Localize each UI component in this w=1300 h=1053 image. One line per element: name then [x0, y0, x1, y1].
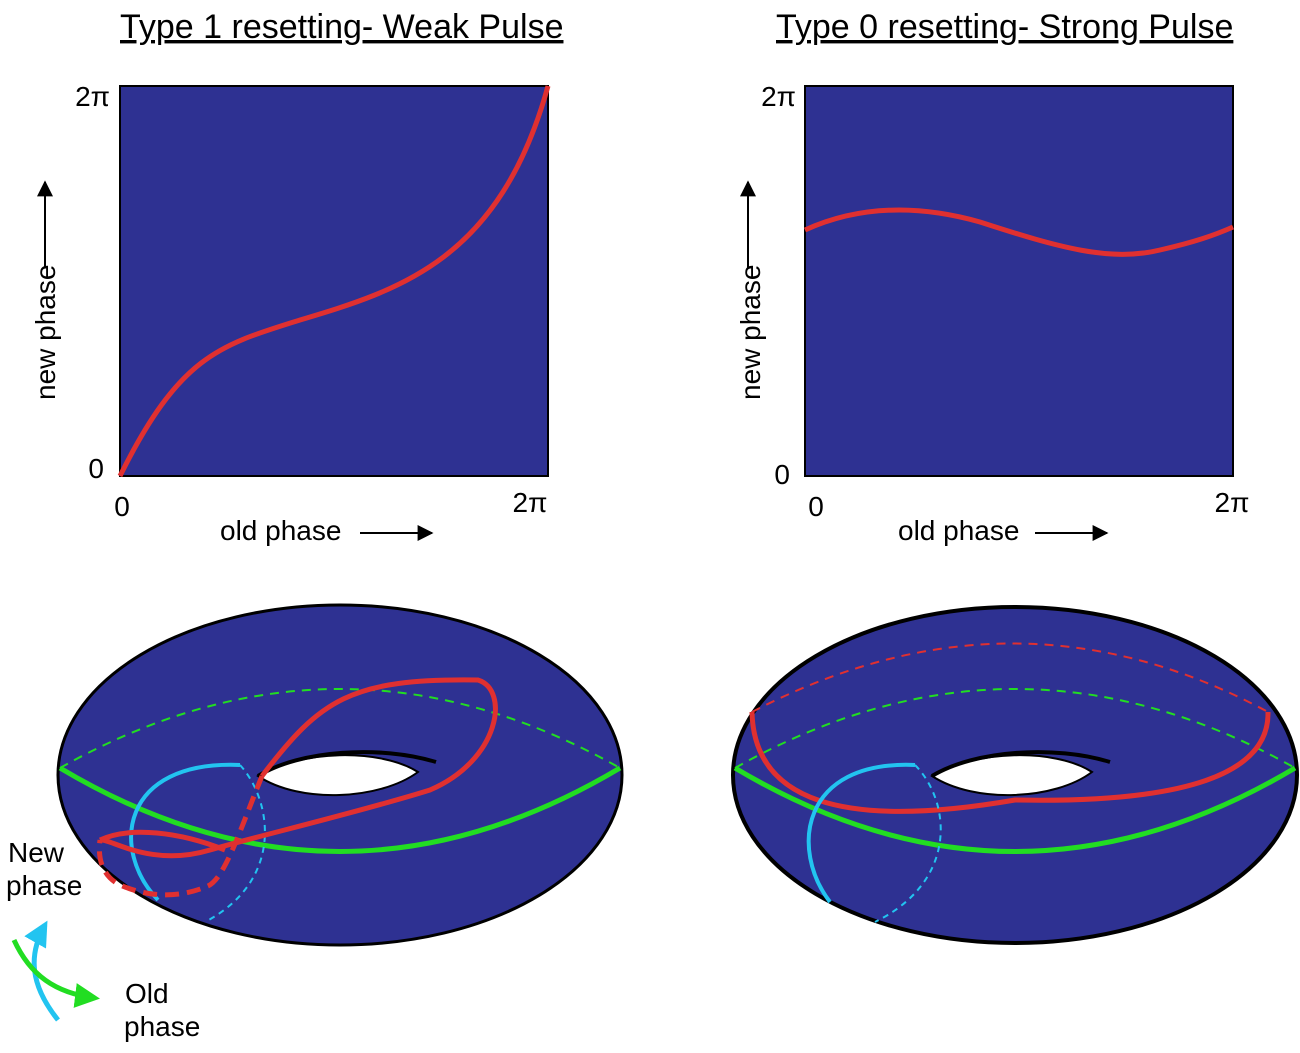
left-trajectory-back	[96, 775, 265, 898]
right-plot-area	[804, 85, 1234, 477]
right-x-tick-max: 2π	[1215, 487, 1250, 518]
left-new-phase-circle-back	[204, 764, 266, 923]
right-new-phase-circle-front	[806, 762, 916, 904]
left-y-tick-min: 0	[88, 453, 104, 484]
right-new-phase-circle-back	[874, 764, 942, 923]
right-torus	[731, 605, 1299, 945]
legend-new-phase-line1: New	[8, 837, 65, 868]
left-y-tick-max: 2π	[75, 81, 110, 112]
left-torus	[56, 603, 624, 947]
phase-legend: New phase Old phase	[6, 837, 200, 1042]
left-trajectory-loop	[98, 829, 226, 853]
left-y-label: new phase	[30, 265, 61, 400]
right-y-tick-max: 2π	[761, 81, 796, 112]
left-title: Type 1 resetting- Weak Pulse	[120, 8, 563, 46]
legend-old-phase-line2: phase	[124, 1011, 200, 1042]
left-hole-rim	[256, 750, 437, 778]
left-new-phase-circle-front	[129, 762, 241, 902]
left-x-tick-max: 2π	[513, 487, 548, 518]
legend-new-phase-line2: phase	[6, 870, 82, 901]
left-plot-area	[119, 85, 549, 477]
right-old-phase-circle-back	[734, 688, 1296, 769]
left-x-label: old phase	[220, 515, 341, 546]
right-x-label: old phase	[898, 515, 1019, 546]
right-y-tick-min: 0	[774, 459, 790, 490]
right-old-phase-circle-front	[733, 765, 1297, 854]
legend-old-phase-arrow	[11, 938, 100, 1008]
left-phase-curve	[117, 85, 551, 478]
legend-old-phase-line1: Old	[125, 978, 169, 1009]
left-trajectory-front	[99, 677, 498, 859]
right-y-label: new phase	[735, 265, 766, 400]
right-x-tick-min: 0	[808, 491, 824, 522]
left-old-phase-circle-back	[59, 688, 621, 769]
right-title: Type 0 resetting- Strong Pulse	[776, 8, 1233, 46]
right-phase-curve	[803, 207, 1235, 257]
right-hole-rim	[930, 750, 1111, 778]
right-trajectory-front	[749, 711, 1271, 814]
left-x-tick-min: 0	[114, 491, 130, 522]
